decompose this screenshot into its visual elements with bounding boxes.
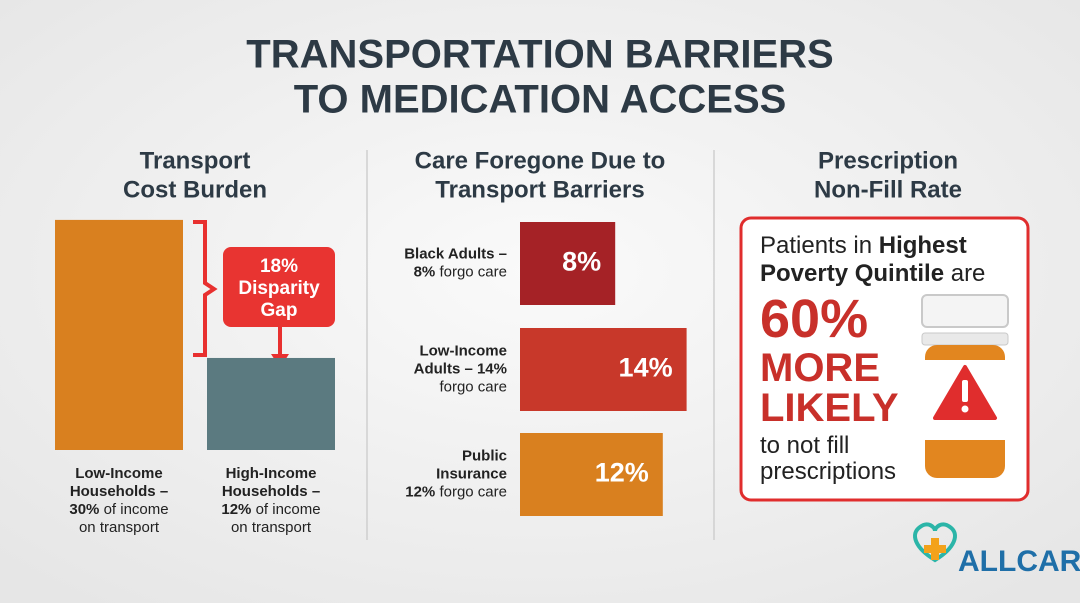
stat-text-segment: prescriptions (760, 458, 896, 485)
stat-text: 60% (760, 289, 868, 349)
bar-label-segment: Households – (70, 483, 168, 500)
bar-label-segment: Black Adults – (404, 245, 507, 262)
stat-text-segment: Highest (879, 232, 967, 259)
stat-text: MORE (760, 346, 880, 390)
logo-text: ALLCARE (958, 545, 1080, 578)
bar-label: 12% of income (221, 501, 320, 518)
bracket (193, 220, 218, 357)
bar-label: Low-Income (75, 465, 163, 482)
bar-label-segment: Adults – 14% (414, 360, 507, 377)
bar-label-segment: Households – (222, 483, 320, 500)
bar-label-segment: Low-Income (419, 342, 507, 359)
bar-label: on transport (231, 519, 312, 536)
panel-title: Prescription (818, 147, 958, 174)
stat-text-segment: 60% (760, 289, 868, 349)
value-label: 14% (619, 353, 673, 383)
bar (520, 222, 616, 305)
callout-text: Disparity (238, 278, 320, 299)
callout-text: 18% (260, 256, 298, 277)
bar-label-segment: on transport (79, 519, 160, 536)
title: TRANSPORTATION BARRIERS (246, 33, 833, 77)
stat-text-segment: MORE (760, 346, 880, 390)
title: TO MEDICATION ACCESS (294, 78, 787, 122)
bar-label: Low-Income (419, 342, 507, 359)
bar-label-segment: 8% (414, 263, 436, 280)
bar-label-segment: Insurance (436, 465, 507, 482)
panel-title: Cost Burden (123, 176, 267, 203)
bar-label: Black Adults – (404, 245, 507, 262)
stat-text-segment: to not fill (760, 432, 849, 459)
bar-label-segment: 12% (221, 501, 251, 518)
panel-title: Transport Barriers (435, 176, 644, 203)
bar-label-segment: 12% (405, 483, 435, 500)
bar-label-segment: of income (251, 501, 320, 518)
stat-text: prescriptions (760, 458, 896, 485)
pill-bottle-icon (921, 294, 1009, 478)
value-label: 12% (595, 458, 649, 488)
bar-label: 12% forgo care (405, 483, 507, 500)
stat-text-segment: Patients in (760, 232, 879, 259)
bar-label: Households – (70, 483, 168, 500)
bar-label: Households – (222, 483, 320, 500)
callout-text: Gap (261, 300, 298, 321)
bar (520, 328, 687, 411)
bar (55, 219, 183, 450)
bar-label: 30% of income (69, 501, 168, 518)
bar-label: Insurance (436, 465, 507, 482)
bar-label: 8% forgo care (414, 263, 507, 280)
panel-title: Care Foregone Due to (415, 147, 666, 174)
bar-label-segment: forgo care (435, 263, 507, 280)
bar-label-segment: forgo care (435, 483, 507, 500)
bar-label-segment: of income (99, 501, 168, 518)
bar (207, 357, 335, 450)
value-label: 8% (562, 247, 601, 277)
bar-label: Adults – 14% (414, 360, 507, 377)
bar-label: Public (462, 447, 507, 464)
stat-text: Poverty Quintile are (760, 260, 985, 287)
stat-text-segment: Poverty Quintile (760, 260, 944, 287)
panel-title: Transport (140, 147, 251, 174)
stat-text: to not fill (760, 432, 849, 459)
bar-label-segment: forgo care (439, 378, 507, 395)
stat-text: Patients in Highest (760, 232, 967, 259)
bar-label: High-Income (226, 465, 317, 482)
callout-box (223, 247, 335, 327)
stat-text-segment: LIKELY (760, 386, 899, 430)
bar-label-segment: High-Income (226, 465, 317, 482)
bar-label-segment: Low-Income (75, 465, 163, 482)
panel-title: Non-Fill Rate (814, 176, 962, 203)
stat-text: LIKELY (760, 386, 899, 430)
bar-label: forgo care (439, 378, 507, 395)
bar-label-segment: Public (462, 447, 507, 464)
logo: ALLCARE (913, 522, 1080, 578)
bar-label-segment: on transport (231, 519, 312, 536)
bar-label: on transport (79, 519, 160, 536)
bar-label-segment: 30% (69, 501, 99, 518)
stat-text-segment: are (944, 260, 985, 287)
bar (520, 433, 663, 516)
